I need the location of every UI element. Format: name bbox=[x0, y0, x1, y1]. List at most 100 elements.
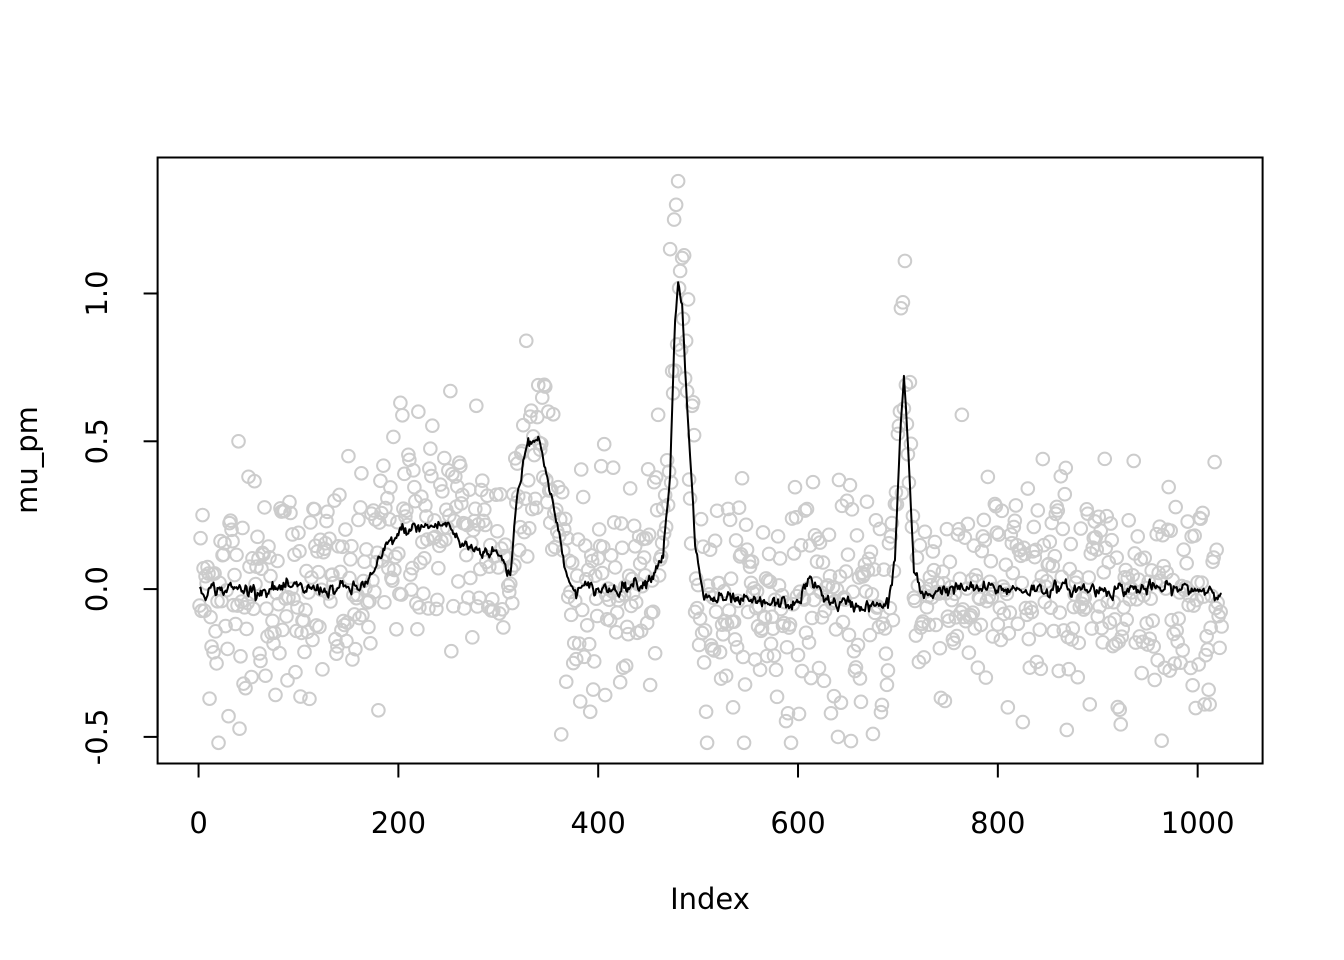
data-point bbox=[716, 583, 732, 599]
data-point bbox=[413, 555, 428, 570]
x-tick-label: 800 bbox=[970, 806, 1025, 840]
data-point bbox=[696, 655, 712, 670]
data-point bbox=[1000, 700, 1016, 715]
data-point bbox=[354, 466, 369, 481]
data-point bbox=[690, 577, 706, 593]
data-point bbox=[749, 583, 765, 599]
data-point bbox=[385, 573, 400, 588]
data-point bbox=[522, 409, 538, 425]
data-point bbox=[282, 494, 297, 510]
data-point bbox=[772, 551, 788, 566]
data-point bbox=[566, 635, 582, 651]
data-point bbox=[850, 637, 866, 653]
data-point bbox=[1006, 519, 1022, 535]
data-point bbox=[1099, 508, 1115, 524]
data-point bbox=[1033, 661, 1049, 677]
data-point bbox=[1171, 611, 1186, 626]
data-point bbox=[459, 547, 474, 563]
data-point bbox=[896, 401, 912, 416]
data-point bbox=[941, 613, 957, 629]
data-point bbox=[453, 458, 468, 474]
data-point bbox=[1175, 642, 1190, 658]
data-point bbox=[545, 406, 561, 422]
data-point bbox=[564, 555, 580, 570]
data-point bbox=[224, 522, 239, 538]
data-point bbox=[890, 426, 906, 442]
data-point bbox=[279, 609, 294, 624]
data-point bbox=[917, 524, 933, 540]
data-point bbox=[1146, 639, 1161, 654]
data-point bbox=[425, 418, 440, 434]
data-point bbox=[283, 505, 298, 521]
data-point bbox=[1084, 621, 1100, 636]
data-point bbox=[254, 561, 269, 577]
data-point bbox=[1197, 697, 1212, 712]
data-point bbox=[230, 598, 245, 613]
data-point bbox=[793, 537, 809, 553]
data-point bbox=[261, 539, 276, 554]
data-point bbox=[680, 292, 696, 307]
data-point bbox=[569, 568, 585, 584]
data-point bbox=[667, 363, 683, 378]
data-point bbox=[1168, 499, 1183, 515]
data-point bbox=[976, 512, 992, 528]
data-point bbox=[1180, 514, 1195, 529]
data-point bbox=[337, 617, 352, 633]
data-point bbox=[502, 576, 518, 592]
data-point bbox=[367, 584, 382, 600]
data-point bbox=[391, 546, 406, 561]
data-point bbox=[284, 581, 299, 597]
data-point bbox=[908, 628, 924, 643]
data-point bbox=[678, 333, 694, 349]
data-point bbox=[801, 635, 817, 650]
data-point bbox=[1077, 590, 1093, 605]
data-point bbox=[783, 735, 799, 751]
data-point bbox=[1050, 503, 1066, 518]
data-point bbox=[229, 547, 244, 563]
data-point bbox=[809, 554, 825, 569]
data-point bbox=[292, 543, 307, 559]
data-point bbox=[815, 555, 831, 570]
data-point bbox=[581, 636, 597, 652]
data-point bbox=[323, 594, 338, 609]
data-point bbox=[388, 549, 403, 565]
data-point bbox=[868, 512, 884, 528]
data-point bbox=[752, 662, 768, 678]
data-point bbox=[253, 653, 268, 669]
data-point bbox=[382, 511, 397, 527]
data-point bbox=[454, 496, 469, 511]
data-point bbox=[963, 608, 979, 623]
data-point bbox=[996, 606, 1012, 622]
y-axis-title: mu_pm bbox=[10, 406, 44, 514]
data-point bbox=[416, 586, 431, 601]
data-point bbox=[615, 660, 631, 676]
data-point bbox=[916, 650, 932, 665]
data-point bbox=[727, 632, 743, 647]
data-point bbox=[1003, 527, 1019, 542]
data-point bbox=[737, 677, 753, 692]
data-point bbox=[548, 502, 564, 518]
data-point bbox=[579, 617, 595, 633]
data-point bbox=[596, 436, 612, 452]
data-point bbox=[383, 480, 398, 495]
data-point bbox=[218, 618, 233, 634]
data-point bbox=[1109, 550, 1125, 565]
data-point bbox=[688, 571, 704, 586]
data-point bbox=[723, 571, 739, 586]
data-point bbox=[842, 477, 858, 493]
data-point bbox=[557, 511, 573, 527]
data-point bbox=[1020, 481, 1036, 496]
data-point bbox=[844, 502, 860, 517]
data-point bbox=[968, 568, 984, 583]
data-point bbox=[357, 554, 372, 570]
data-point bbox=[885, 612, 901, 628]
data-point bbox=[1209, 542, 1224, 558]
data-point bbox=[341, 448, 356, 464]
data-point bbox=[736, 735, 752, 751]
data-point bbox=[762, 574, 778, 590]
data-point bbox=[582, 704, 598, 720]
data-point bbox=[595, 539, 611, 555]
data-point bbox=[927, 534, 943, 550]
data-point bbox=[344, 538, 359, 554]
data-point bbox=[605, 460, 621, 476]
